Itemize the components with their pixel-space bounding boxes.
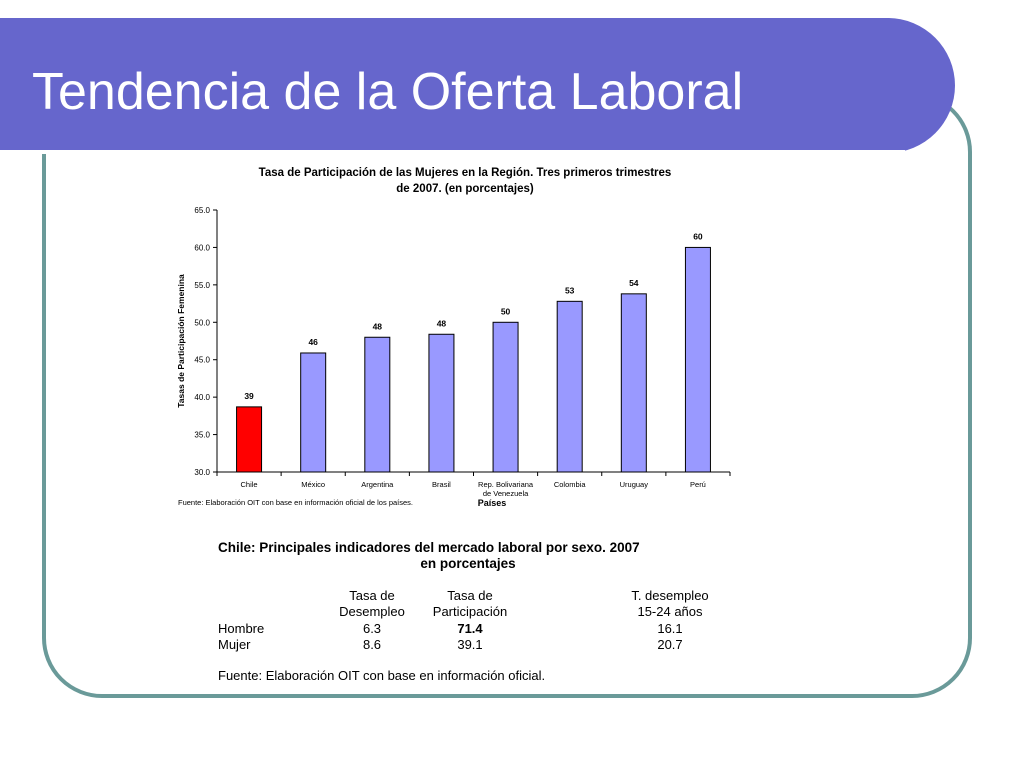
bar <box>620 293 647 473</box>
chart-title: Tasa de Participación de las Mujeres en … <box>259 167 672 179</box>
x-tick-label: Argentina <box>361 480 394 489</box>
indicators-table: Chile: Principales indicadores del merca… <box>218 540 778 690</box>
table-header: Desempleo <box>339 604 405 619</box>
table-subtitle: en porcentajes <box>420 556 516 571</box>
x-tick-label: Uruguay <box>620 480 649 489</box>
bar <box>684 246 711 473</box>
plot-area: 65.0 60.0 55.0 50.0 45.0 40.0 35.0 30.0 39 Chile 4… <box>194 206 731 498</box>
title-bar: Tendencia de la Oferta Laboral <box>0 18 955 154</box>
data-label: 48 <box>437 318 447 328</box>
table-header: Tasa de <box>447 588 493 603</box>
table-source: Fuente: Elaboración OIT con base en info… <box>218 668 546 683</box>
data-label: 54 <box>629 278 639 288</box>
table-cell: 6.3 <box>362 621 382 636</box>
bar <box>556 300 583 473</box>
y-tick-label: 45.0 <box>194 356 210 365</box>
table-cell: 8.6 <box>362 637 382 652</box>
table-header: T. desempleo <box>631 588 709 603</box>
x-tick-label: Rep. Bolivariana <box>478 480 534 489</box>
y-tick-label: 55.0 <box>194 281 210 290</box>
table-cell: 39.1 <box>457 637 483 652</box>
x-tick-label: Colombia <box>554 480 587 489</box>
table-row-label: Mujer <box>218 637 251 652</box>
title-underline <box>0 150 905 154</box>
bar <box>428 333 455 473</box>
slide-title: Tendencia de la Oferta Laboral <box>32 63 744 121</box>
table-header: 15-24 años <box>637 604 703 619</box>
x-tick-label: Brasil <box>432 480 451 489</box>
y-tick-label: 65.0 <box>194 206 210 215</box>
y-axis-label: Tasas de Participación Femenina <box>176 274 186 408</box>
table-header: Participación <box>432 604 508 619</box>
bar <box>492 321 519 473</box>
data-label: 50 <box>501 306 511 316</box>
x-tick-label: Chile <box>241 480 258 489</box>
x-tick-label: Perú <box>690 480 706 489</box>
bar <box>364 336 391 473</box>
x-tick-label: de Venezuela <box>483 489 529 498</box>
bar <box>300 352 327 473</box>
table-row-label: Hombre <box>218 621 265 636</box>
table-cell: 16.1 <box>657 621 683 636</box>
data-label: 46 <box>308 337 318 347</box>
y-tick-label: 40.0 <box>194 393 210 402</box>
data-label: 60 <box>693 231 703 241</box>
data-label: 48 <box>373 321 383 331</box>
x-tick-label: México <box>301 480 325 489</box>
bar-chart: Tasa de Participación de las Mujeres en … <box>176 167 731 508</box>
bar <box>236 406 263 473</box>
data-label: 53 <box>565 285 575 295</box>
y-tick-label: 60.0 <box>194 243 210 252</box>
table-cell: 71.4 <box>457 621 483 636</box>
data-label: 39 <box>244 391 254 401</box>
x-axis-label: Países <box>478 498 507 508</box>
chart-title-line2: de 2007. (en porcentajes) <box>396 183 534 195</box>
chart-source: Fuente: Elaboración OIT con base en info… <box>178 498 413 507</box>
table-title: Chile: Principales indicadores del merca… <box>218 540 640 555</box>
y-tick-label: 35.0 <box>194 431 210 440</box>
table-cell: 20.7 <box>657 637 683 652</box>
y-tick-label: 50.0 <box>194 318 210 327</box>
y-tick-label: 30.0 <box>194 468 210 477</box>
table-header: Tasa de <box>349 588 395 603</box>
